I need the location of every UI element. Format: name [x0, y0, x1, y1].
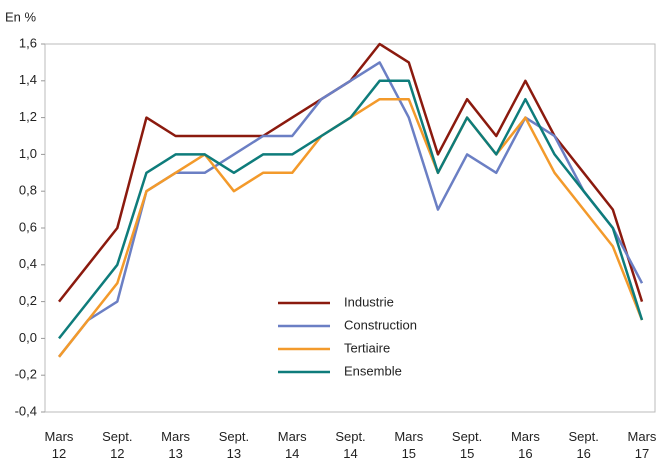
y-tick-label: -0,4 — [15, 403, 37, 418]
x-tick-label: Sept. 15 — [452, 429, 482, 461]
x-tick-label: Sept. 13 — [219, 429, 249, 461]
x-tick-label: Sept. 14 — [335, 429, 365, 461]
legend-label: Industrie — [344, 294, 394, 309]
x-tick-label: Sept. 12 — [102, 429, 132, 461]
x-tick-label: Mars 13 — [161, 429, 190, 461]
legend-label: Ensemble — [344, 363, 402, 378]
x-tick-label: Sept. 16 — [569, 429, 599, 461]
y-tick-label: 0,4 — [19, 256, 37, 271]
x-tick-label: Mars 17 — [628, 429, 657, 461]
y-tick-label: 1,4 — [19, 72, 37, 87]
y-tick-label: 1,6 — [19, 35, 37, 50]
y-tick-label: 1,2 — [19, 109, 37, 124]
x-tick-label: Mars 12 — [45, 429, 74, 461]
y-axis-label: En % — [5, 9, 37, 24]
y-tick-label: 0,6 — [19, 219, 37, 234]
series-line — [58, 79, 644, 340]
x-tick-label: Mars 14 — [278, 429, 307, 461]
y-tick-label: 0,0 — [19, 330, 37, 345]
plot-area — [44, 43, 656, 413]
y-tick-label: -0,2 — [15, 367, 37, 382]
y-tick-label: 0,2 — [19, 293, 37, 308]
legend-label: Construction — [344, 317, 417, 332]
y-tick-label: 0,8 — [19, 183, 37, 198]
x-tick-label: Mars 16 — [511, 429, 540, 461]
x-tick-label: Mars 15 — [394, 429, 423, 461]
legend-label: Tertiaire — [344, 340, 390, 355]
y-tick-label: 1,0 — [19, 146, 37, 161]
